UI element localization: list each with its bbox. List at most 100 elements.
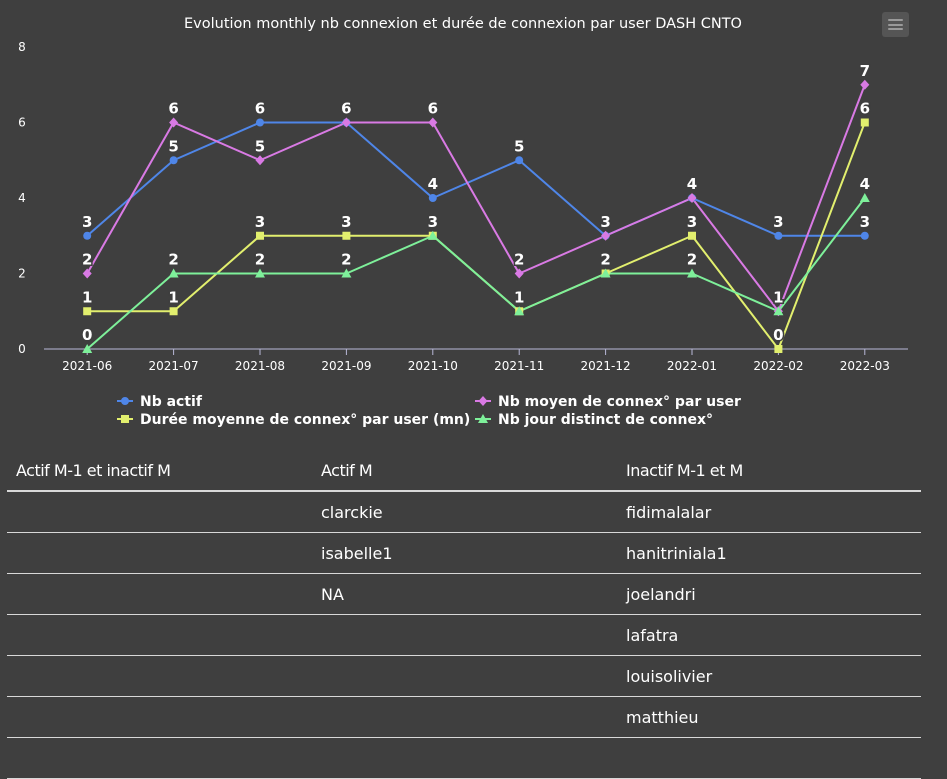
data-point-3: [688, 231, 696, 240]
data-point-1: [774, 231, 783, 240]
series-line-2: [86, 84, 866, 313]
data-label: 2: [82, 251, 92, 269]
x-tick-label: 2021-11: [494, 359, 544, 373]
x-tick-label: 2021-12: [581, 359, 631, 373]
data-label: 4: [687, 175, 697, 193]
data-point-3: [256, 231, 264, 240]
data-point-3: [169, 307, 178, 316]
table-cell: [312, 614, 617, 656]
data-label: 3: [600, 213, 610, 231]
data-label: 2: [341, 251, 351, 269]
data-label: 5: [255, 137, 265, 155]
table-row: lafatra: [7, 614, 921, 656]
data-label: 3: [82, 213, 92, 231]
table-cell: clarckie: [312, 491, 617, 533]
table-row: [7, 737, 921, 779]
table-cell: [617, 737, 921, 779]
data-point-2: [687, 193, 697, 203]
table-cell: [312, 737, 617, 779]
data-label: 3: [687, 213, 697, 231]
chart-container: Evolution monthly nb connexion et durée …: [18, 12, 909, 428]
legend-item-label: Nb jour distinct de connex°: [498, 412, 713, 428]
data-point-4: [82, 344, 93, 353]
data-label: 2: [168, 251, 178, 269]
series-line-3: [87, 122, 866, 350]
legend-symbol-marker: [121, 397, 129, 405]
data-point-4: [514, 306, 525, 316]
table-row: matthieu: [7, 696, 921, 738]
series-line-4: [86, 197, 866, 350]
table-cell: joelandri: [617, 573, 921, 615]
data-label: 6: [255, 100, 265, 118]
data-label: 1: [514, 288, 524, 306]
data-label: 4: [860, 175, 870, 193]
data-label: 2: [514, 251, 524, 269]
line-chart: Evolution monthly nb connexion et durée …: [18, 16, 908, 428]
data-point-1: [860, 231, 869, 240]
data-label: 2: [687, 251, 697, 269]
y-tick-label: 2: [18, 267, 26, 281]
data-label: 0: [82, 326, 92, 344]
data-label: 1: [773, 288, 783, 306]
data-label: 1: [773, 288, 783, 306]
table-cell: [312, 696, 617, 738]
y-tick-label: 8: [18, 40, 26, 54]
column-header: Actif M: [312, 450, 617, 492]
table-cell: [7, 614, 312, 656]
data-label: 7: [860, 62, 870, 80]
data-point-4: [773, 306, 784, 316]
table-cell: [7, 696, 312, 738]
data-point-3: [342, 231, 351, 240]
data-point-3: [860, 118, 869, 127]
column-header: Actif M-1 et inactif M: [7, 450, 312, 492]
data-point-2: [428, 117, 438, 128]
menu-line-icon: [888, 23, 903, 26]
table-cell: fidimalalar: [617, 491, 921, 533]
data-point-1: [83, 231, 92, 240]
table-cell: isabelle1: [312, 532, 617, 574]
data-label: 3: [428, 213, 438, 231]
data-label: 3: [255, 213, 265, 231]
data-label: 4: [687, 175, 697, 193]
x-tick-label: 2022-03: [840, 359, 890, 373]
table-cell: [7, 655, 312, 697]
data-label: 3: [428, 213, 438, 231]
chart-menu-button[interactable]: [882, 12, 909, 37]
x-tick-label: 2021-09: [321, 359, 371, 373]
data-label: 6: [168, 100, 178, 118]
data-point-1: [428, 194, 437, 202]
x-tick-label: 2021-07: [149, 359, 199, 373]
data-point-4: [255, 268, 265, 278]
table-cell: [7, 532, 312, 574]
table-cell: NA: [312, 573, 617, 615]
data-point-4: [341, 268, 352, 278]
data-label: 3: [600, 213, 610, 231]
legend-item-label: Nb moyen de connex° par user: [498, 394, 741, 410]
table-cell: lafatra: [617, 614, 921, 656]
data-point-2: [169, 117, 179, 128]
y-tick-label: 6: [18, 116, 26, 130]
data-label: 3: [773, 213, 783, 231]
table-cell: louisolivier: [617, 655, 921, 697]
table-cell: [7, 491, 312, 533]
data-point-2: [82, 268, 92, 279]
table-row: clarckie fidimalalar: [7, 491, 921, 533]
data-label: 0: [773, 326, 783, 344]
x-tick-label: 2021-06: [62, 359, 112, 373]
table-cell: [312, 655, 617, 697]
data-label: 2: [600, 251, 610, 269]
data-label: 1: [82, 288, 92, 306]
data-label: 2: [600, 251, 610, 269]
data-label: 6: [860, 100, 870, 118]
legend-symbol-marker: [121, 415, 129, 423]
data-point-4: [687, 268, 697, 278]
x-tick-label: 2022-01: [667, 359, 717, 373]
legend-item-label: Nb actif: [140, 394, 203, 410]
data-point-4: [600, 268, 611, 278]
column-header: Inactif M-1 et M: [617, 450, 921, 492]
legend-symbol-marker: [478, 414, 488, 423]
data-point-4: [859, 193, 870, 202]
data-point-2: [255, 155, 265, 166]
data-point-1: [256, 118, 264, 127]
data-point-1: [515, 156, 524, 165]
